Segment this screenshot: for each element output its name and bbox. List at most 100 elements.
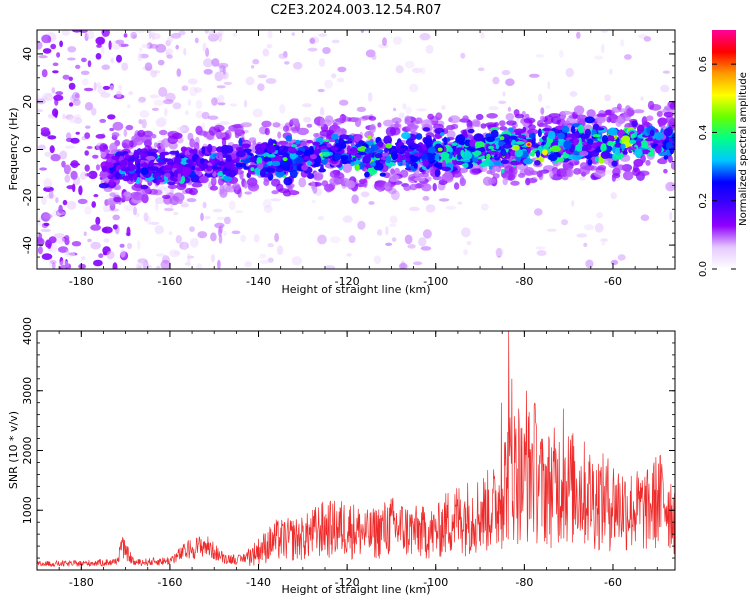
heatmap-cell	[482, 176, 493, 186]
y-tick-label: -40	[21, 236, 34, 254]
heatmap-cell	[50, 153, 61, 162]
heatmap-cell	[123, 191, 131, 198]
heatmap-cell	[84, 150, 89, 156]
heatmap-cell	[527, 128, 539, 135]
heatmap-cell	[303, 116, 312, 123]
heatmap-cell	[234, 133, 240, 139]
heatmap-cell	[141, 134, 153, 144]
heatmap-cell	[492, 76, 500, 85]
heatmap-cell	[643, 36, 652, 42]
heatmap-cell	[87, 60, 92, 68]
heatmap-cell	[95, 164, 101, 171]
heatmap-cell	[224, 145, 234, 154]
heatmap-cell	[90, 107, 97, 116]
heatmap-cell	[606, 134, 615, 143]
heatmap-cell	[600, 30, 609, 33]
snr-x-axis-label: Height of straight line (km)	[281, 583, 430, 596]
heatmap-cell	[263, 156, 270, 162]
heatmap-cell	[460, 174, 465, 185]
heatmap-cell	[195, 110, 204, 119]
heatmap-cell	[149, 69, 155, 77]
heatmap-cell	[373, 144, 379, 151]
heatmap-cell	[586, 109, 596, 118]
heatmap-cell	[448, 115, 461, 124]
heatmap-cell	[336, 77, 345, 83]
heatmap-cell	[547, 130, 556, 140]
heatmap-cell	[601, 241, 606, 246]
heatmap-cell	[466, 119, 473, 129]
heatmap-cell	[75, 64, 81, 69]
heatmap-cell	[427, 146, 436, 154]
heatmap-cell	[334, 138, 340, 145]
heatmap-cell	[193, 141, 200, 151]
heatmap-cell	[42, 213, 53, 219]
heatmap-cell	[95, 36, 105, 46]
heatmap-cell	[306, 160, 312, 166]
heatmap-cell	[440, 151, 450, 159]
heatmap-cell	[313, 162, 321, 167]
heatmap-cell	[600, 144, 607, 152]
heatmap-cell	[224, 160, 233, 169]
heatmap-cell	[157, 59, 165, 66]
heatmap-cell	[663, 128, 673, 137]
heatmap-cell	[312, 141, 320, 146]
heatmap-cell	[623, 170, 634, 181]
heatmap-cell	[153, 99, 165, 106]
heatmap-cell	[279, 164, 284, 169]
heatmap-cell	[140, 162, 149, 168]
heatmap-cell	[179, 154, 185, 159]
heatmap-cell	[116, 90, 122, 98]
heatmap-cell	[71, 91, 81, 102]
heatmap-cell	[231, 230, 241, 235]
heatmap-cell	[576, 31, 581, 39]
heatmap-cell	[500, 159, 509, 165]
heatmap-cell	[177, 172, 182, 182]
heatmap-cell	[186, 159, 191, 164]
heatmap-cell	[347, 137, 352, 142]
heatmap-cell	[266, 44, 273, 49]
heatmap-cell	[228, 169, 236, 178]
heatmap-cell	[647, 151, 655, 157]
heatmap-cell	[183, 47, 187, 56]
heatmap-cell	[317, 88, 325, 93]
heatmap-cell	[278, 53, 288, 59]
heatmap-cell	[611, 174, 617, 182]
heatmap-cell	[660, 84, 670, 93]
heatmap-cell	[217, 172, 222, 177]
heatmap-cell	[432, 183, 437, 192]
heatmap-cell	[137, 97, 146, 104]
heatmap-cell	[283, 125, 289, 132]
heatmap-cell	[332, 122, 338, 129]
x-tick-label: -180	[69, 576, 94, 589]
heatmap-cell	[51, 87, 56, 94]
heatmap-cell	[446, 130, 456, 139]
heatmap-cell	[510, 160, 520, 166]
heatmap-cell	[629, 139, 637, 144]
heatmap-cell	[548, 153, 558, 162]
heatmap-cell	[425, 204, 436, 213]
heatmap-cell	[419, 33, 431, 41]
heatmap-cell	[172, 102, 182, 110]
heatmap-cell	[248, 137, 257, 144]
heatmap-cell	[461, 227, 471, 238]
heatmap-cell	[654, 131, 664, 141]
heatmap-cell	[594, 127, 605, 131]
heatmap-cell	[64, 145, 76, 149]
heatmap-cell	[144, 62, 153, 71]
heatmap-cell	[535, 246, 546, 250]
heatmap-cell	[311, 199, 316, 204]
heatmap-cell	[546, 140, 551, 148]
heatmap-cell	[669, 147, 675, 155]
heatmap-cell	[86, 146, 93, 149]
heatmap-cell	[267, 30, 273, 39]
heatmap-cell	[640, 96, 644, 101]
heatmap-cell	[217, 147, 222, 151]
heatmap-cell	[607, 127, 618, 136]
heatmap-cell	[617, 254, 626, 261]
heatmap-cell	[405, 106, 412, 114]
heatmap-cell	[138, 119, 143, 125]
x-tick-label: -100	[423, 576, 448, 589]
heatmap-cell	[634, 148, 643, 158]
heatmap-cell	[217, 102, 226, 106]
heatmap-cell	[173, 211, 179, 216]
